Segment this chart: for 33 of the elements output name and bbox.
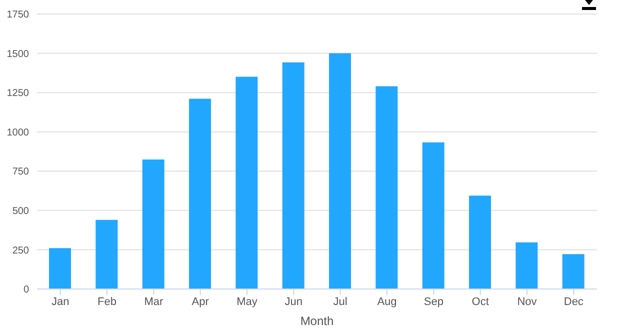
x-axis-title: Month <box>300 314 334 328</box>
x-tick-label: Oct <box>472 296 489 308</box>
y-tick-label: 250 <box>12 245 30 256</box>
x-tick-label: Nov <box>517 296 538 308</box>
y-tick-label: 1250 <box>6 88 30 100</box>
x-tick-label: Mar <box>144 296 164 308</box>
x-tick-label: Apr <box>192 296 210 308</box>
bar <box>189 98 211 289</box>
bar <box>516 242 538 289</box>
x-tick-label: Feb <box>98 296 116 308</box>
x-tick-label: Aug <box>377 296 397 308</box>
x-tick-label: May <box>236 296 258 308</box>
bar <box>469 196 491 289</box>
bar <box>422 142 444 289</box>
x-tick-label: Jun <box>284 296 303 308</box>
bar <box>236 76 258 289</box>
y-tick-label: 1750 <box>6 10 30 21</box>
bar <box>282 62 304 289</box>
bar <box>376 86 398 289</box>
y-tick-label: 750 <box>12 166 30 178</box>
y-tick-label: 1000 <box>6 127 30 138</box>
bar <box>329 53 351 289</box>
y-tick-label: 1500 <box>6 48 30 60</box>
x-tick-label: Sep <box>424 296 444 308</box>
bar <box>49 248 71 289</box>
bar <box>96 220 118 289</box>
x-tick-label: Jan <box>51 296 70 308</box>
x-tick-label: Dec <box>564 296 584 308</box>
bar <box>562 254 584 289</box>
x-tick-label: Jul <box>333 296 348 308</box>
y-tick-label: 500 <box>12 206 30 217</box>
y-tick-label: 0 <box>23 284 30 296</box>
bar <box>142 160 164 289</box>
